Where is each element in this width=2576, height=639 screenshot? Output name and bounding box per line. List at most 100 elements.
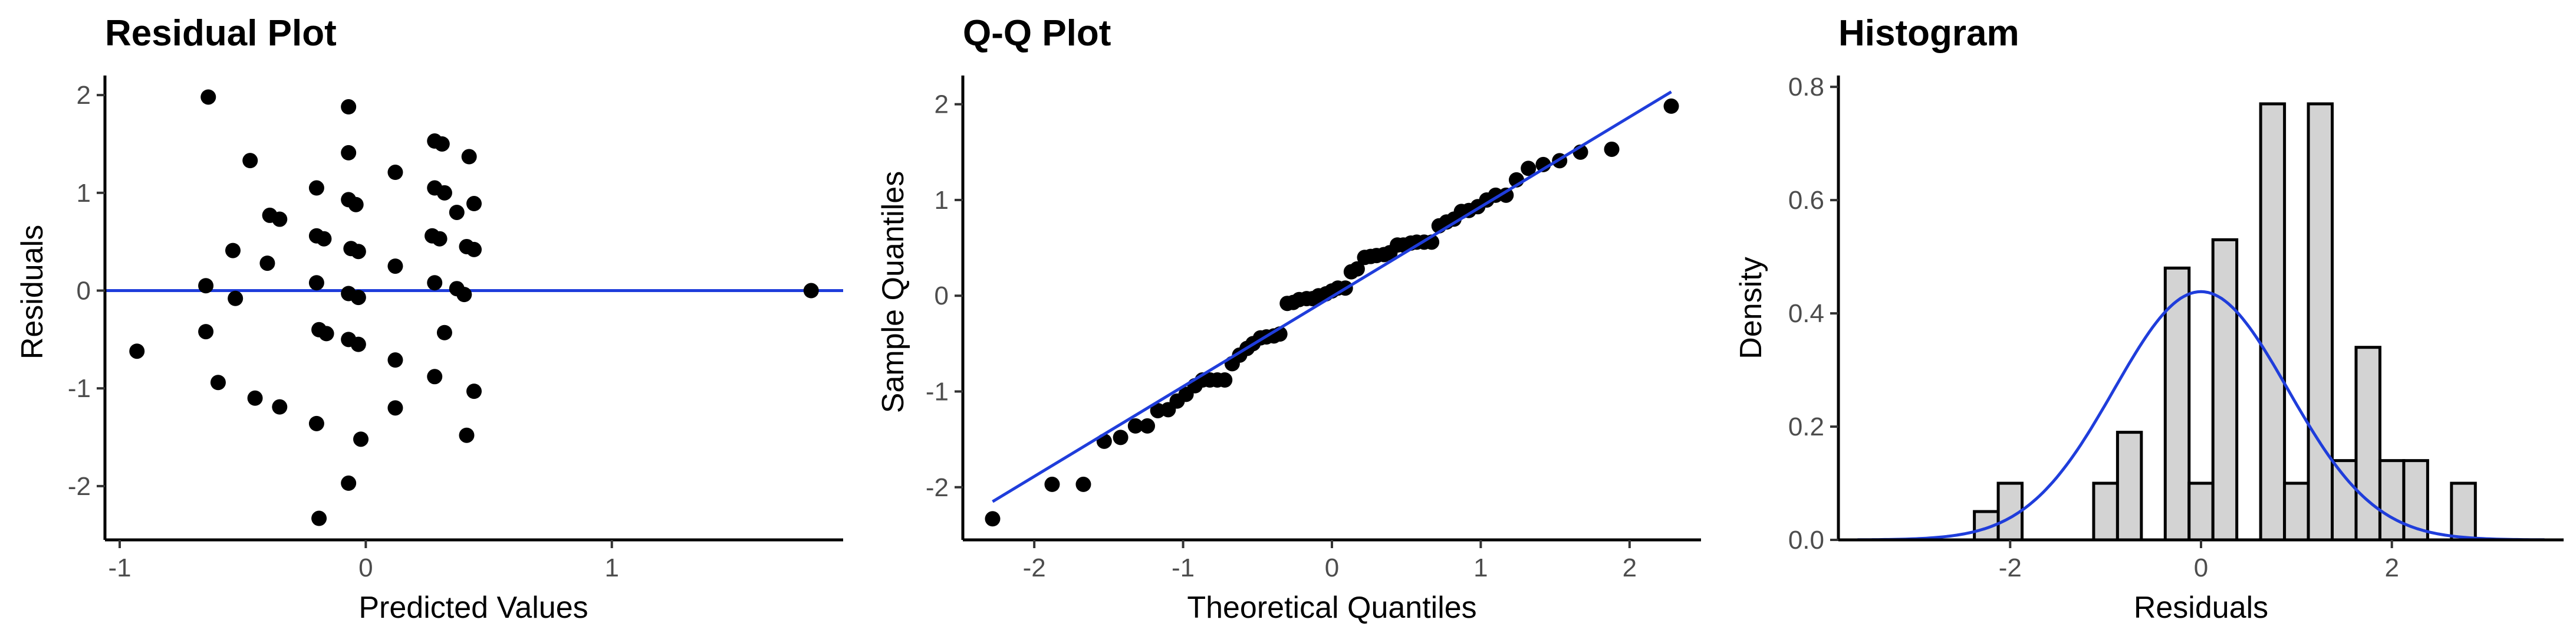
residual-plot-title: Residual Plot <box>105 13 337 54</box>
residual-plot-x-tick-label: -1 <box>108 553 131 582</box>
residual-point <box>348 196 364 212</box>
residual-point <box>459 427 475 443</box>
residual-point <box>272 211 288 227</box>
qq-point <box>1521 160 1537 176</box>
residual-point <box>427 369 443 385</box>
residual-point <box>198 278 214 294</box>
residual-point <box>466 384 482 399</box>
qq-plot-x-tick-label: 2 <box>1623 553 1637 582</box>
histogram-y-tick-label: 0.6 <box>1788 186 1824 215</box>
histogram-bar <box>2378 459 2406 542</box>
qq-point <box>1498 187 1514 203</box>
histogram-title: Histogram <box>1838 13 2019 54</box>
residual-point <box>318 326 334 342</box>
histogram-panel: Histogram Residuals Density -2 0 2 0.0 0.2 0.… <box>1734 13 2564 625</box>
qq-point <box>1217 372 1233 388</box>
residual-point <box>387 165 403 181</box>
residual-point <box>308 415 324 431</box>
residual-point <box>308 180 324 196</box>
histogram-bar <box>2187 481 2215 542</box>
histogram-x-tick-label: -2 <box>1999 553 2022 582</box>
residual-point <box>803 283 819 299</box>
histogram-bar <box>2116 431 2143 542</box>
residual-point <box>350 290 366 306</box>
residual-point <box>387 258 403 274</box>
qq-plot-ylabel: Sample Quantiles <box>876 171 910 413</box>
histogram-y-tick-label: 0.4 <box>1788 299 1824 328</box>
residual-plot-y-tick-label: -1 <box>68 374 91 403</box>
qq-plot-xlabel: Theoretical Quantiles <box>1187 591 1476 625</box>
residual-point <box>461 149 477 165</box>
residual-plot-panel: Residual Plot Predicted Values Residuals… <box>15 13 843 625</box>
residual-plot-y-tick-label: 0 <box>77 277 91 306</box>
residual-point <box>200 89 216 105</box>
qq-plot-title: Q-Q Plot <box>963 13 1111 54</box>
residual-point <box>341 99 357 115</box>
histogram-y-tick-label: 0.8 <box>1788 73 1824 101</box>
residual-point <box>387 400 403 416</box>
residual-point <box>129 343 145 359</box>
histogram-y-tick-label: 0.0 <box>1788 526 1824 555</box>
residual-plot-xlabel: Predicted Values <box>358 591 588 625</box>
residual-point <box>353 431 369 447</box>
qq-plot-x-tick-label: 0 <box>1325 553 1339 582</box>
qq-plot-y-tick-label: -1 <box>926 377 949 406</box>
qq-point <box>1044 476 1060 492</box>
residual-point <box>387 352 403 368</box>
qq-reference-line <box>992 90 1672 503</box>
qq-plot-y-tick-label: 1 <box>935 186 949 215</box>
residual-point <box>466 241 482 257</box>
residual-point <box>259 255 275 271</box>
qq-plot-y-tick-label: -2 <box>926 473 949 502</box>
histogram-ylabel: Density <box>1734 257 1768 359</box>
residual-point <box>350 336 366 352</box>
histogram-xlabel: Residuals <box>2134 591 2268 625</box>
qq-plot-x-tick-label: -1 <box>1172 553 1195 582</box>
residual-point <box>434 136 450 152</box>
histogram-bar <box>2354 346 2381 542</box>
qq-plot-y-tick-label: 0 <box>935 281 949 310</box>
histogram-bar <box>2283 481 2310 542</box>
qq-point <box>1127 418 1143 434</box>
qq-plot-marks: -2 -1 0 1 2 -2 -1 0 1 2 <box>926 76 1701 582</box>
residual-plot-x-tick-label: 1 <box>604 553 618 582</box>
qq-point <box>1604 141 1620 157</box>
qq-point <box>985 511 1001 527</box>
residual-plot-ylabel: Residuals <box>15 225 50 359</box>
histogram-x-tick-label: 0 <box>2194 553 2208 582</box>
residual-point <box>432 231 448 247</box>
histogram-bar <box>2331 459 2358 542</box>
residual-point <box>436 325 452 340</box>
histogram-x-tick-label: 2 <box>2384 553 2399 582</box>
qq-point <box>1075 476 1091 492</box>
residual-point <box>311 510 327 526</box>
residual-point <box>210 375 226 391</box>
residual-point <box>272 399 288 415</box>
residual-point <box>198 324 214 340</box>
qq-plot-y-tick-label: 2 <box>935 90 949 119</box>
residual-point <box>341 475 357 491</box>
histogram-bar <box>2092 481 2119 542</box>
qq-point <box>1140 418 1155 434</box>
residual-point <box>225 243 241 258</box>
residual-point <box>242 153 258 169</box>
histogram-bar <box>2450 481 2477 542</box>
residual-point <box>466 196 482 212</box>
histogram-bar <box>2211 238 2239 542</box>
residual-plot-y-tick-label: 2 <box>77 81 91 110</box>
residual-point <box>228 290 244 306</box>
residual-point <box>449 204 465 220</box>
residual-plot-x-tick-label: 0 <box>358 553 373 582</box>
residual-plot-marks: -1 0 1 -2 -1 0 1 2 <box>68 76 843 582</box>
residual-point <box>350 244 366 260</box>
histogram-bar <box>2307 102 2334 542</box>
qq-plot-panel: Q-Q Plot Theoretical Quantiles Sample Qu… <box>876 13 1701 625</box>
residual-point <box>436 185 452 201</box>
residual-point <box>341 145 357 160</box>
qq-plot-x-tick-label: -2 <box>1023 553 1046 582</box>
qq-point <box>1113 430 1129 445</box>
residual-plot-y-tick-label: -2 <box>68 472 91 501</box>
density-curve <box>1857 290 2545 542</box>
qq-point <box>1349 261 1365 277</box>
